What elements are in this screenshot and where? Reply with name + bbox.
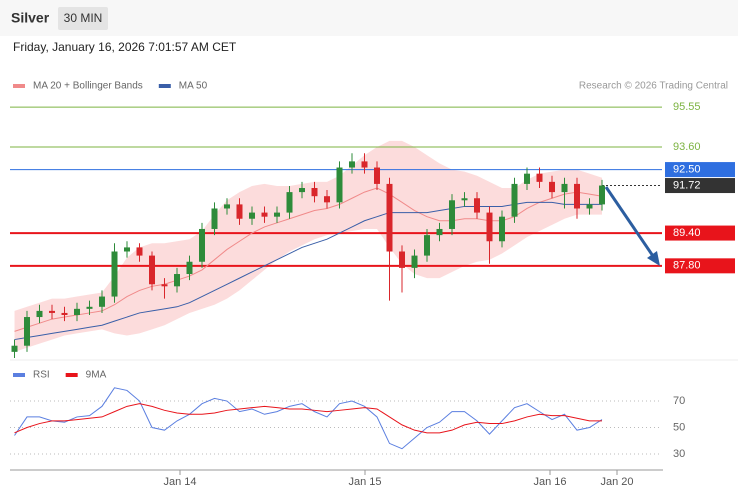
- x-tick-label: Jan 15: [348, 476, 381, 488]
- candle-body: [524, 173, 530, 184]
- level-label: 91.72: [673, 179, 701, 191]
- header-bar: [0, 0, 738, 36]
- candle-body: [49, 310, 55, 313]
- level-label: 93.60: [673, 141, 701, 153]
- y-tick-label: 50: [673, 421, 685, 433]
- candle-body: [386, 183, 393, 252]
- level-badge: [665, 258, 735, 274]
- source: Research © 2026 Trading Central: [579, 81, 728, 92]
- x-tick-label: Jan 16: [533, 476, 566, 488]
- candle-body: [449, 200, 455, 229]
- candle-body: [361, 161, 368, 168]
- legend-swatch: [13, 373, 25, 377]
- indicator-line: [14, 387, 603, 450]
- interval[interactable]: 30 MIN: [64, 11, 103, 25]
- candle-body: [424, 235, 430, 256]
- candle-body: [461, 198, 468, 201]
- candle-body: [436, 228, 443, 236]
- legend-entry: RSI: [33, 370, 50, 381]
- level-badge: [665, 178, 735, 194]
- level-label: 95.55: [673, 101, 701, 113]
- candle-body: [561, 183, 568, 193]
- candle-body: [236, 204, 243, 219]
- interval-box[interactable]: [58, 7, 108, 30]
- x-tick-label: Jan 14: [163, 476, 196, 488]
- candle-body: [511, 183, 518, 217]
- forecast-arrow: [604, 186, 657, 260]
- date: Friday, January 16, 2026 7:01:57 AM CET: [13, 40, 237, 54]
- candle-body: [474, 198, 480, 213]
- candle-body: [149, 255, 155, 285]
- candle-body: [349, 161, 355, 168]
- level-label: 89.40: [673, 227, 701, 239]
- candle-body: [111, 251, 118, 297]
- candle-body: [274, 212, 280, 217]
- candle-body: [299, 188, 305, 193]
- candle-body: [549, 181, 555, 193]
- candle-body: [186, 261, 193, 275]
- candle-body: [486, 212, 493, 242]
- candle-body: [199, 228, 205, 262]
- candle-body: [74, 308, 80, 315]
- moving-average: [14, 201, 602, 341]
- candle-body: [211, 208, 218, 229]
- candle-body: [36, 310, 43, 318]
- legend-swatch: [13, 84, 25, 88]
- candle-body: [11, 345, 18, 352]
- candle-body: [311, 188, 318, 197]
- level-badge: [665, 162, 735, 178]
- legend-swatch: [158, 84, 171, 88]
- forecast-arrowhead: [647, 251, 660, 266]
- plot: 95.55 93.60 92.50 91.72 89.40 87.80 MA 20 + Bo…: [10, 81, 735, 488]
- candle-body: [324, 196, 330, 203]
- y-tick-label: 30: [673, 448, 685, 460]
- candle-body: [399, 251, 405, 268]
- legend-entry: MA 20 + Bollinger Bands: [33, 81, 143, 92]
- candle-body: [261, 212, 268, 217]
- candle-body: [536, 173, 543, 182]
- candle-body: [224, 204, 230, 209]
- candle-body: [336, 167, 343, 203]
- level-label: 87.80: [673, 260, 701, 272]
- x-tick-label: Jan 20: [600, 476, 633, 488]
- candle-body: [499, 216, 505, 242]
- candle-body: [136, 247, 143, 256]
- y-tick-label: 70: [673, 395, 685, 407]
- candle-body: [99, 296, 105, 307]
- legend-entry: 9MA: [86, 370, 107, 381]
- candle-body: [124, 247, 130, 252]
- candle-body: [586, 204, 593, 209]
- indicator-line: [14, 403, 602, 434]
- level-badge: [665, 225, 735, 241]
- candle-body: [599, 185, 605, 205]
- candle-body: [161, 284, 168, 287]
- candle-body: [249, 212, 255, 219]
- legend-swatch: [65, 373, 78, 377]
- bollinger-band: [14, 140, 602, 352]
- legend-entry: MA 50: [179, 81, 208, 92]
- candle-body: [174, 274, 180, 287]
- candle-body: [86, 306, 93, 309]
- instrument-title: Silver: [11, 10, 50, 26]
- candle-body: [61, 312, 68, 315]
- candle-body: [286, 192, 293, 213]
- candle-body: [574, 183, 580, 209]
- candle-body: [374, 167, 380, 184]
- candle-body: [24, 317, 30, 346]
- candle-body: [411, 255, 418, 268]
- level-label: 92.50: [673, 163, 701, 175]
